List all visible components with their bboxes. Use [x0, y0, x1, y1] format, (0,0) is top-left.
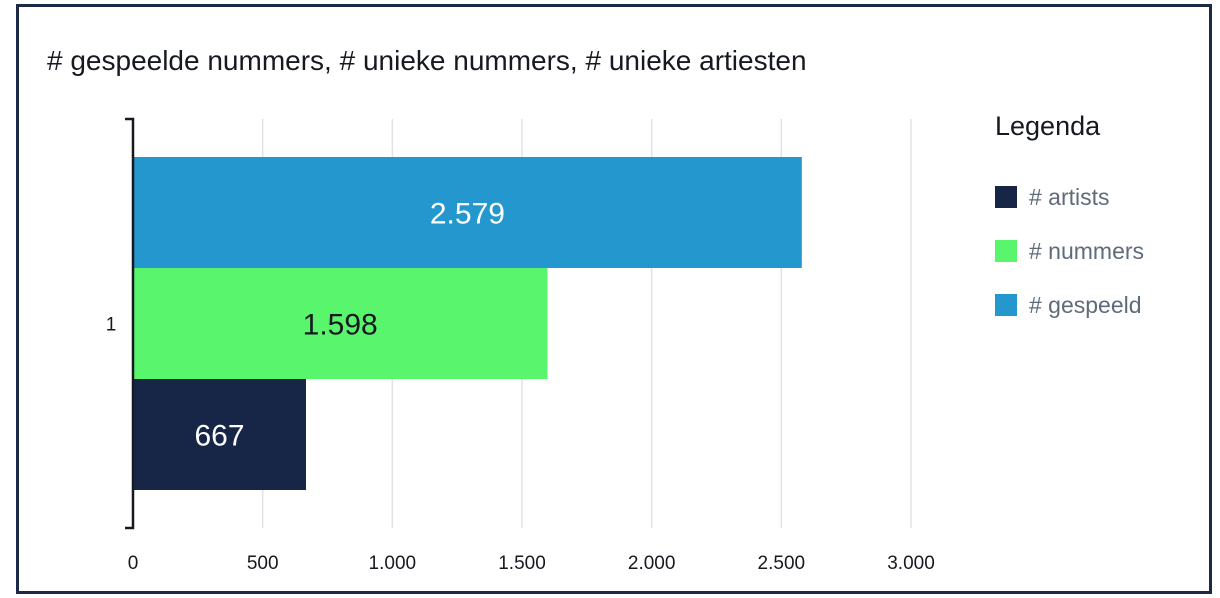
- legend-item[interactable]: # nummers: [995, 224, 1144, 278]
- legend-label: # artists: [1029, 183, 1110, 210]
- chart-title: # gespeelde nummers, # unieke nummers, #…: [47, 45, 807, 76]
- chart-frame: # gespeelde nummers, # unieke nummers, #…: [16, 4, 1212, 594]
- bar: [133, 268, 548, 379]
- legend-items: # artists # nummers # gespeeld: [995, 170, 1144, 332]
- x-tick-label: 0: [128, 553, 139, 574]
- legend-item[interactable]: # artists: [995, 170, 1144, 224]
- bar-value-label: 1.598: [303, 309, 378, 342]
- legend-swatch: [995, 186, 1017, 208]
- legend-label: # nummers: [1029, 237, 1145, 264]
- bar: [133, 157, 802, 268]
- x-tick-label: 1.000: [369, 553, 417, 574]
- x-tick-label: 1.500: [498, 553, 546, 574]
- legend-title: Legenda: [995, 111, 1101, 141]
- bar-value-label: 2.579: [430, 198, 505, 231]
- x-tick-label: 3.000: [887, 553, 935, 574]
- legend-swatch: [995, 294, 1017, 316]
- legend-item[interactable]: # gespeeld: [995, 278, 1144, 332]
- legend: Legenda # artists # nummers # gespeeld: [995, 111, 1144, 332]
- x-tick-label: 2.500: [758, 553, 806, 574]
- x-tick-label: 2.000: [628, 553, 676, 574]
- x-tick-label: 500: [247, 553, 279, 574]
- y-axis-line: [125, 117, 135, 530]
- bar-value-label: 667: [194, 420, 244, 453]
- legend-label: # gespeeld: [1029, 291, 1142, 318]
- bar-chart: 2.579 1.598 667 1 0 500 1.000 1.500 2.000 2.500 3.…: [106, 117, 935, 574]
- y-tick-label: 1: [106, 315, 117, 336]
- bar: [133, 379, 306, 490]
- legend-swatch: [995, 240, 1017, 262]
